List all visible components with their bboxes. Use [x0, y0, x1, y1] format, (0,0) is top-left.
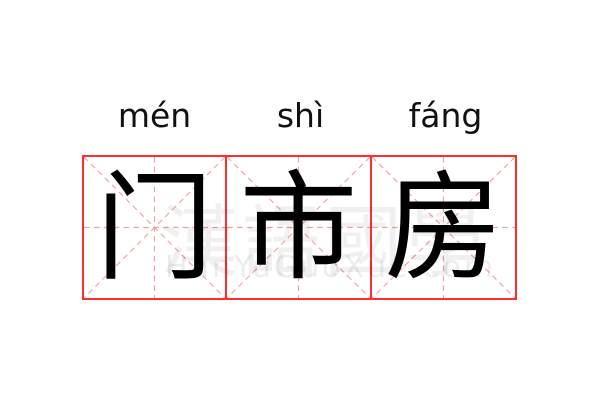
- watermark-chinese: 漢語國學: [160, 198, 489, 288]
- pinyin-3: fáng: [408, 96, 483, 135]
- pinyin-2: shì: [276, 96, 325, 135]
- character: 门: [95, 158, 214, 297]
- character: 市: [239, 158, 358, 297]
- watermark-latin: HanYuGuoXue.com: [165, 250, 497, 285]
- guide-lines: [84, 157, 225, 298]
- character-cell: 门: [82, 155, 227, 300]
- character: 房: [384, 158, 503, 297]
- guide-lines: [227, 157, 370, 298]
- character-grid: 门 市 房: [82, 155, 517, 300]
- character-cell: 房: [370, 155, 517, 300]
- pinyin-1: mén: [117, 96, 192, 135]
- guide-lines: [372, 157, 515, 298]
- character-cell: 市: [225, 155, 372, 300]
